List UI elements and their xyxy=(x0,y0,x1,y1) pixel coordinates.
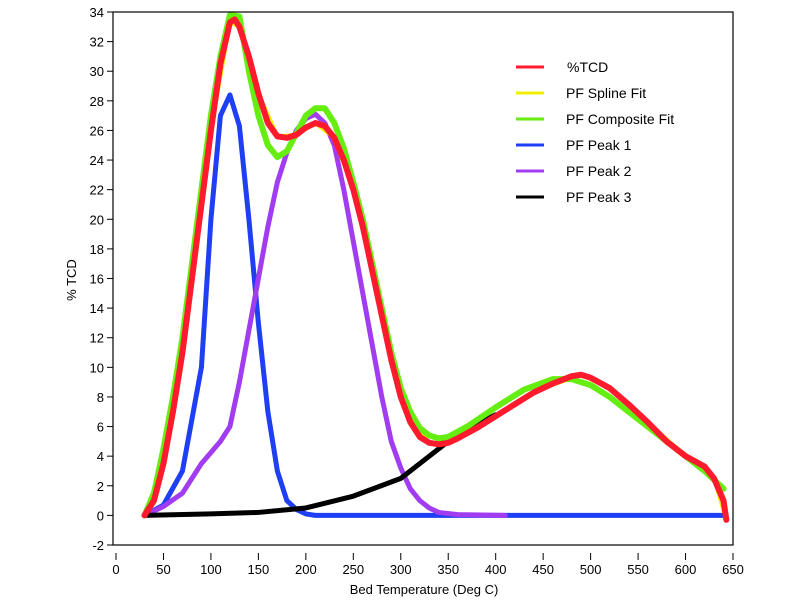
x-tick-label: 50 xyxy=(156,562,170,577)
x-tick-label: 500 xyxy=(580,562,602,577)
y-tick-label: 6 xyxy=(97,420,104,435)
legend-label: PF Peak 3 xyxy=(566,189,632,205)
y-tick-label: 26 xyxy=(90,123,104,138)
y-tick-label: -2 xyxy=(92,538,104,553)
x-tick-label: 200 xyxy=(295,562,317,577)
y-tick-label: 20 xyxy=(90,212,104,227)
x-tick-label: 550 xyxy=(627,562,649,577)
y-tick-label: 24 xyxy=(90,153,104,168)
x-tick-label: 250 xyxy=(342,562,364,577)
x-tick-label: 350 xyxy=(437,562,459,577)
y-tick-label: 32 xyxy=(90,35,104,50)
x-tick-label: 600 xyxy=(675,562,697,577)
x-axis-label: Bed Temperature (Deg C) xyxy=(350,582,499,597)
series-line-6 xyxy=(141,412,499,518)
legend-item: PF Peak 2 xyxy=(516,163,632,179)
y-tick-label: 0 xyxy=(97,508,104,523)
y-axis-label: % TCD xyxy=(64,259,79,301)
y-tick-label: 14 xyxy=(90,301,104,316)
y-tick-label: 18 xyxy=(90,242,104,257)
series-line-5 xyxy=(141,111,508,518)
x-tick-label: 650 xyxy=(722,562,744,577)
y-tick-label: 28 xyxy=(90,94,104,109)
x-tick-label: 150 xyxy=(248,562,270,577)
x-tick-label: 450 xyxy=(532,562,554,577)
y-tick-label: 10 xyxy=(90,360,104,375)
x-tick-label: 400 xyxy=(485,562,507,577)
y-tick-label: 22 xyxy=(90,183,104,198)
legend-item: PF Spline Fit xyxy=(516,85,646,101)
legend-label: %TCD xyxy=(567,59,608,75)
y-tick-label: 2 xyxy=(97,479,104,494)
legend-item: %TCD xyxy=(516,59,608,75)
y-tick-label: 16 xyxy=(90,272,104,287)
x-tick-label: 100 xyxy=(200,562,222,577)
legend-label: PF Peak 1 xyxy=(566,137,632,153)
legend-label: PF Composite Fit xyxy=(566,111,674,127)
y-tick-label: 12 xyxy=(90,331,104,346)
legend-item: PF Peak 3 xyxy=(516,189,632,205)
legend-label: PF Peak 2 xyxy=(566,163,632,179)
x-tick-label: 300 xyxy=(390,562,412,577)
series-line-1 xyxy=(141,16,730,523)
y-tick-label: 8 xyxy=(97,390,104,405)
y-tick-label: 34 xyxy=(90,5,104,20)
x-tick-label: 0 xyxy=(112,562,119,577)
legend-label: PF Spline Fit xyxy=(566,85,646,101)
legend-item: PF Peak 1 xyxy=(516,137,632,153)
y-tick-label: 30 xyxy=(90,64,104,79)
y-tick-label: 4 xyxy=(97,449,104,464)
legend-item: PF Composite Fit xyxy=(516,111,674,127)
